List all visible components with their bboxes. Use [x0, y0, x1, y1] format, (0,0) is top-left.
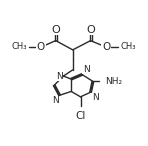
Text: O: O [51, 25, 60, 35]
Text: NH₂: NH₂ [105, 77, 122, 86]
Text: N: N [92, 93, 99, 102]
Text: Cl: Cl [75, 111, 86, 121]
Text: CH₃: CH₃ [120, 42, 136, 51]
Text: CH₃: CH₃ [12, 42, 27, 51]
Text: O: O [37, 42, 45, 52]
Text: N: N [83, 65, 90, 74]
Text: O: O [86, 25, 95, 35]
Text: O: O [102, 42, 110, 52]
Text: N: N [52, 96, 59, 105]
Text: N: N [56, 72, 63, 81]
